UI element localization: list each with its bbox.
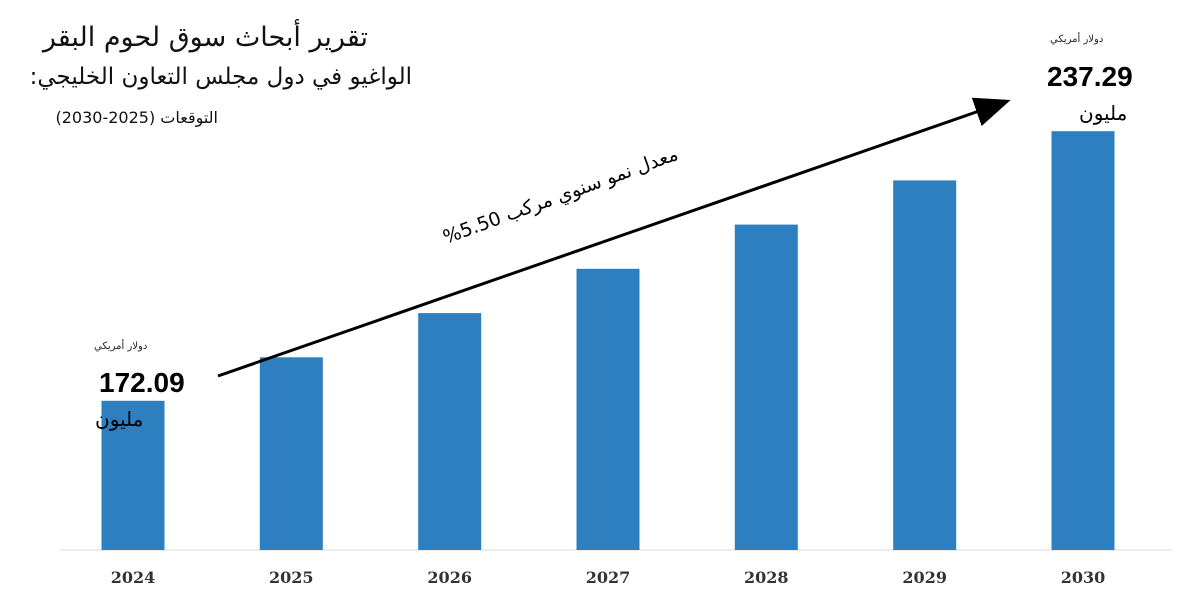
chart-title-line-2: الواغيو في دول مجلس التعاون الخليجي:: [29, 64, 412, 90]
x-tick-2026: 2026: [427, 568, 472, 587]
x-tick-2027: 2027: [586, 568, 631, 587]
start-unit-label: دولار أمريكي: [94, 341, 148, 352]
x-tick-2024: 2024: [111, 568, 156, 587]
bar-2027: [576, 268, 640, 550]
growth-arrow: [217, 97, 1011, 378]
x-tick-2025: 2025: [269, 568, 314, 587]
start-suffix-label: مليون: [95, 407, 144, 431]
chart-title-line-3: التوقعات (2025-2030): [55, 108, 218, 127]
bar-2026: [418, 313, 482, 550]
end-unit-label: دولار أمريكي: [1050, 34, 1104, 45]
chart-title-line-1: تقرير أبحاث سوق لحوم البقر: [42, 22, 368, 53]
end-value-label: 237.29: [1047, 61, 1133, 92]
bar-2029: [893, 180, 957, 550]
x-tick-2030: 2030: [1061, 568, 1106, 587]
bar-2024: [101, 400, 165, 550]
x-tick-2028: 2028: [744, 568, 789, 587]
end-suffix-label: مليون: [1079, 101, 1128, 125]
start-value-label: 172.09: [99, 367, 185, 398]
x-tick-2029: 2029: [902, 568, 947, 587]
bar-2025: [259, 357, 323, 550]
bar-2030: [1051, 131, 1115, 550]
bar-2028: [734, 224, 798, 550]
